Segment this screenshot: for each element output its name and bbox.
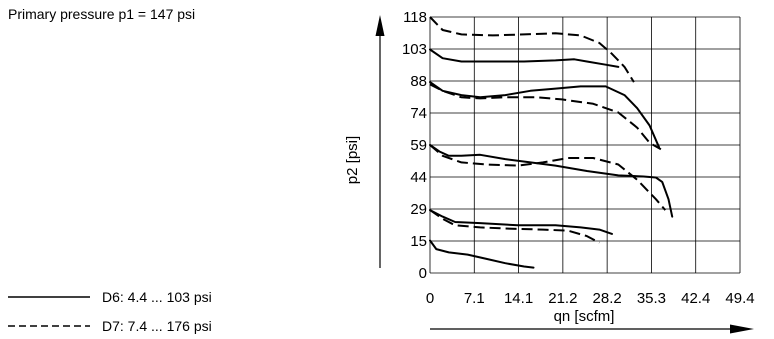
legend: D6: 4.4 ... 103 psi D7: 7.4 ... 176 psi xyxy=(8,289,212,334)
x-tick-label: 21.2 xyxy=(548,290,577,307)
y-axis-label: p2 [psi] xyxy=(344,136,361,184)
y-tick-label: 59 xyxy=(410,137,427,154)
series-d6-curve-3 xyxy=(429,144,674,218)
x-tick-label: 49.4 xyxy=(725,290,754,307)
y-tick-label: 103 xyxy=(402,41,427,58)
y-tick-label: 74 xyxy=(410,105,427,122)
series-d6-curve-1 xyxy=(429,239,535,269)
y-tick-label: 0 xyxy=(419,265,427,282)
x-tick-label: 35.3 xyxy=(637,290,666,307)
y-tick-label: 44 xyxy=(410,169,427,186)
chart-note: Primary pressure p1 = 147 psi xyxy=(8,6,195,22)
y-tick-label: 118 xyxy=(403,9,427,26)
y-tick-label: 29 xyxy=(410,201,427,218)
x-tick-label: 42.4 xyxy=(681,290,710,307)
y-tick-label: 15 xyxy=(410,233,427,250)
series-d7-curve-2 xyxy=(429,144,667,211)
x-tick-label: 0 xyxy=(426,290,434,307)
x-tick-label: 7.1 xyxy=(464,290,485,307)
grid xyxy=(429,16,741,274)
curves xyxy=(429,16,674,269)
y-axis-arrow xyxy=(375,15,385,268)
y-tick-label: 88 xyxy=(410,73,427,90)
x-tick-labels: 0 7.1 14.1 21.2 28.2 35.3 42.4 49.4 xyxy=(426,290,755,307)
x-tick-label: 14.1 xyxy=(504,290,533,307)
y-tick-labels: 0 15 29 44 59 74 88 103 118 xyxy=(402,9,427,282)
x-axis-arrow xyxy=(430,324,754,334)
series-d6-curve-5 xyxy=(429,48,620,68)
legend-label-d7: D7: 7.4 ... 176 psi xyxy=(102,318,212,334)
x-tick-label: 28.2 xyxy=(593,290,622,307)
series-d7-curve-1 xyxy=(429,209,600,244)
series-d7-curve-4 xyxy=(429,16,635,83)
x-axis-label: qn [scfm] xyxy=(554,308,615,325)
series-d7-curve-3 xyxy=(429,83,662,151)
legend-label-d6: D6: 4.4 ... 103 psi xyxy=(102,289,212,305)
series-d6-curve-4 xyxy=(429,81,660,149)
series-d6-curve-2 xyxy=(429,209,613,235)
